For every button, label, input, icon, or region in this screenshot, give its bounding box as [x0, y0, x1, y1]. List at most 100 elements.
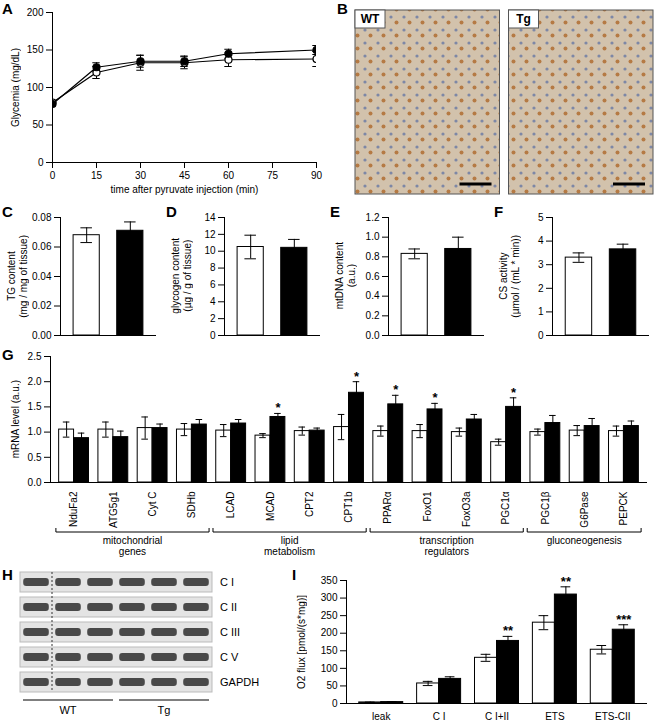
svg-text:0.2: 0.2 — [366, 310, 380, 321]
svg-text:***: *** — [616, 612, 632, 627]
svg-text:LCAD: LCAD — [225, 492, 236, 519]
svg-text:100: 100 — [321, 663, 338, 674]
svg-text:lipid: lipid — [281, 535, 299, 546]
svg-text:G6Pase: G6Pase — [579, 491, 590, 528]
svg-text:2.5: 2.5 — [28, 351, 42, 362]
svg-text:CPT1b: CPT1b — [343, 491, 354, 523]
svg-text:350: 350 — [321, 575, 338, 586]
html-text:glycogen content (µg / g of ti: glycogen content (µg / g of tissue) — [170, 238, 193, 314]
svg-text:250: 250 — [321, 610, 338, 621]
svg-text:0.06: 0.06 — [32, 241, 52, 252]
svg-text:CPT2: CPT2 — [304, 491, 315, 517]
svg-text:C I: C I — [220, 576, 234, 588]
svg-text:75: 75 — [267, 170, 279, 181]
svg-text:regulators: regulators — [424, 546, 468, 557]
svg-text:Tg: Tg — [516, 12, 531, 26]
svg-text:Tg: Tg — [158, 704, 171, 716]
svg-text:C V: C V — [220, 651, 239, 663]
svg-text:150: 150 — [321, 645, 338, 656]
svg-text:14: 14 — [204, 212, 216, 223]
svg-text:0.0: 0.0 — [28, 477, 42, 488]
svg-text:PGC1β: PGC1β — [540, 491, 551, 524]
svg-text:150: 150 — [27, 44, 44, 55]
svg-text:4: 4 — [210, 296, 216, 307]
svg-text:2.0: 2.0 — [28, 376, 42, 387]
svg-text:1.0: 1.0 — [28, 426, 42, 437]
svg-text:30: 30 — [135, 170, 147, 181]
svg-text:*: * — [275, 400, 281, 415]
svg-text:0: 0 — [332, 698, 338, 709]
svg-text:C III: C III — [220, 626, 240, 638]
svg-text:300: 300 — [321, 592, 338, 603]
svg-text:PPARα: PPARα — [382, 491, 393, 523]
svg-text:time after pyruvate injection: time after pyruvate injection (min) — [111, 184, 259, 195]
svg-text:1.5: 1.5 — [28, 401, 42, 412]
svg-text:0: 0 — [538, 330, 544, 341]
svg-text:45: 45 — [179, 170, 191, 181]
svg-text:Cyt C: Cyt C — [147, 492, 158, 517]
svg-text:0: 0 — [210, 330, 216, 341]
svg-text:PEPCK: PEPCK — [618, 491, 629, 525]
svg-text:genes: genes — [119, 546, 146, 557]
svg-text:0.5: 0.5 — [28, 452, 42, 463]
svg-text:WT: WT — [59, 704, 76, 716]
svg-text:60: 60 — [223, 170, 235, 181]
svg-text:5: 5 — [538, 212, 544, 223]
svg-text:SDHb: SDHb — [186, 491, 197, 518]
svg-text:1.0: 1.0 — [366, 231, 380, 242]
svg-text:6: 6 — [210, 279, 216, 290]
html-text:mtDNA content (a.u.): mtDNA content (a.u.) — [334, 242, 357, 310]
svg-text:**: ** — [503, 623, 514, 638]
svg-text:WT: WT — [361, 12, 380, 26]
svg-text:0.4: 0.4 — [366, 290, 380, 301]
svg-text:C I+II: C I+II — [485, 711, 509, 722]
svg-text:transcription: transcription — [419, 535, 473, 546]
svg-text:200: 200 — [321, 627, 338, 638]
svg-text:*: * — [354, 369, 360, 384]
svg-text:0.04: 0.04 — [32, 271, 52, 282]
svg-text:leak: leak — [372, 711, 391, 722]
svg-text:NduFa2: NduFa2 — [68, 491, 79, 527]
svg-text:ETS-CII: ETS-CII — [595, 711, 631, 722]
svg-text:8: 8 — [210, 262, 216, 273]
svg-text:200: 200 — [27, 7, 44, 18]
svg-text:0.8: 0.8 — [366, 251, 380, 262]
svg-text:ETS: ETS — [545, 711, 565, 722]
svg-text:0: 0 — [38, 157, 44, 168]
svg-text:2: 2 — [538, 283, 544, 294]
svg-text:GAPDH: GAPDH — [220, 676, 259, 688]
svg-text:50: 50 — [32, 119, 44, 130]
svg-text:1.2: 1.2 — [366, 212, 380, 223]
svg-text:*: * — [393, 382, 399, 397]
svg-text:12: 12 — [204, 229, 216, 240]
svg-text:PGC1α: PGC1α — [500, 491, 511, 524]
svg-text:0.08: 0.08 — [32, 212, 52, 223]
svg-text:gluconeogenesis: gluconeogenesis — [547, 535, 622, 546]
svg-text:*: * — [511, 385, 517, 400]
svg-text:0.00: 0.00 — [32, 330, 52, 341]
html-text:TG content (mg / mg of tissue): TG content (mg / mg of tissue) — [6, 234, 29, 318]
svg-text:0.6: 0.6 — [366, 271, 380, 282]
svg-text:MCAD: MCAD — [265, 492, 276, 521]
svg-text:90: 90 — [311, 170, 323, 181]
svg-text:0: 0 — [50, 170, 56, 181]
svg-text:C I: C I — [433, 711, 446, 722]
svg-text:1: 1 — [538, 306, 544, 317]
svg-text:2: 2 — [210, 313, 216, 324]
svg-text:metabolism: metabolism — [264, 546, 315, 557]
svg-text:0.02: 0.02 — [32, 300, 52, 311]
svg-text:4: 4 — [538, 235, 544, 246]
svg-text:0.0: 0.0 — [366, 330, 380, 341]
svg-text:C II: C II — [220, 601, 237, 613]
svg-text:*: * — [432, 390, 438, 405]
svg-text:FoxO1: FoxO1 — [422, 491, 433, 521]
svg-text:100: 100 — [27, 82, 44, 93]
svg-text:ATG5g1: ATG5g1 — [108, 491, 119, 528]
svg-text:mitochondrial: mitochondrial — [103, 535, 162, 546]
svg-text:50: 50 — [326, 680, 338, 691]
svg-text:**: ** — [561, 574, 572, 589]
svg-text:10: 10 — [204, 245, 216, 256]
svg-text:3: 3 — [538, 259, 544, 270]
svg-text:FoxO3a: FoxO3a — [461, 491, 472, 527]
svg-text:15: 15 — [91, 170, 103, 181]
